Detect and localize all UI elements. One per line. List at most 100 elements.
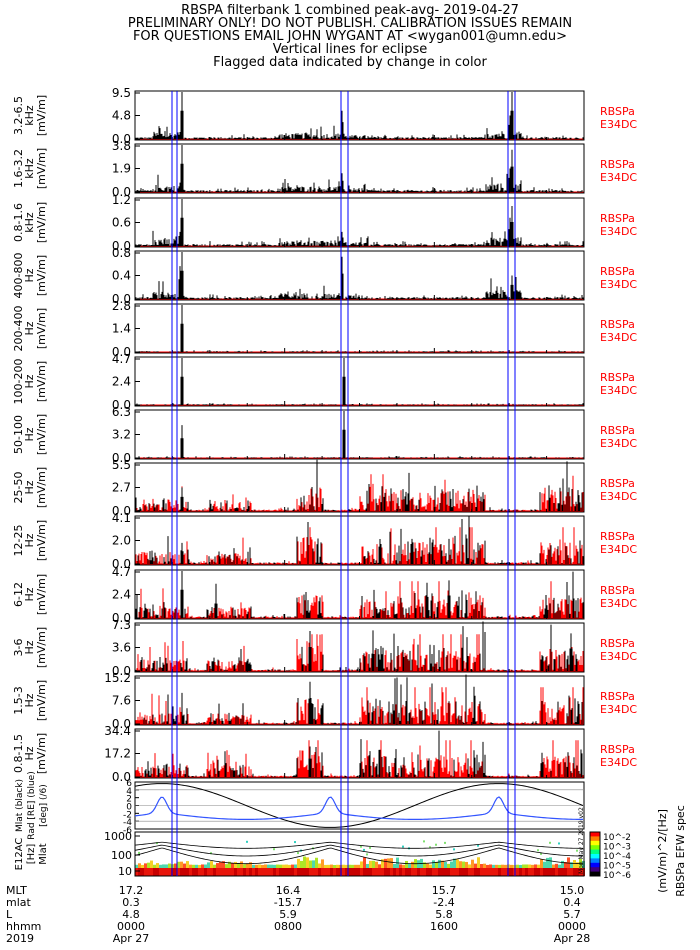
spec-cell — [186, 868, 189, 876]
y-tick-label: 100 — [111, 849, 132, 862]
spec-cell — [489, 864, 492, 868]
spec-cell — [501, 868, 504, 876]
y-axis-label: [mV/m] — [35, 467, 48, 508]
spec-cell — [285, 868, 288, 876]
spec-dot — [210, 852, 212, 855]
spec-cell — [519, 868, 522, 876]
footer-mlat: 0.4 — [563, 896, 581, 909]
y-axis-label: Mlat (black) — [15, 779, 25, 832]
spec-cell — [357, 864, 360, 868]
spec-cell — [318, 863, 321, 868]
spec-cell — [372, 868, 375, 876]
spec-cell — [477, 868, 480, 876]
spec-cell — [357, 868, 360, 876]
spec-cell — [315, 857, 318, 868]
spec-cell — [267, 868, 270, 876]
spec-cell — [294, 868, 297, 876]
spec-cell — [156, 863, 159, 868]
spectrogram-panel — [134, 831, 601, 877]
y-axis-label: [mV/m] — [35, 733, 48, 774]
spec-cell — [396, 868, 399, 876]
spec-cell — [468, 868, 471, 876]
y-tick-label: 0.0 — [112, 504, 131, 518]
spec-cell — [546, 868, 549, 876]
channel-label: E34DC — [600, 543, 637, 556]
y-tick-label: 4.1 — [112, 511, 131, 525]
spec-dot — [429, 846, 431, 849]
spec-cell — [138, 868, 141, 876]
spec-dot — [294, 841, 296, 844]
spec-cell — [492, 868, 495, 876]
spec-cell — [363, 857, 366, 868]
chart-panel-9 — [134, 569, 585, 620]
spec-cell — [435, 861, 438, 868]
panel-bars — [135, 459, 583, 511]
y-tick-label: 0.0 — [112, 557, 131, 571]
spec-cell — [243, 868, 246, 876]
spec-cell — [345, 868, 348, 876]
spec-cell — [180, 868, 183, 876]
spec-cell — [561, 860, 564, 868]
y-tick-label: 1.9 — [112, 162, 131, 176]
spec-cell — [372, 860, 375, 868]
spec-cell — [312, 868, 315, 876]
spec-cell — [264, 868, 267, 876]
spec-cell — [225, 864, 228, 868]
y-axis-label: [mV/m] — [35, 361, 48, 402]
footer-label-year: 2019 — [6, 932, 34, 945]
colorbar-cell — [590, 849, 600, 855]
panel-bars — [135, 621, 578, 671]
spec-cell — [204, 868, 207, 876]
spec-cell — [366, 863, 369, 868]
colorbar-cell — [590, 832, 600, 837]
instrument-label: RBSPa — [600, 424, 635, 437]
spec-dot — [402, 845, 404, 848]
footer-l: 5.9 — [279, 908, 297, 921]
flag-note: Flagged data indicated by change in colo… — [213, 55, 487, 70]
y-tick-label: 0.0 — [112, 664, 131, 678]
spec-dot — [540, 852, 542, 855]
spec-cell — [516, 864, 519, 868]
spec-cell — [300, 868, 303, 876]
spec-cell — [498, 868, 501, 876]
spec-cell — [294, 864, 297, 868]
spec-cell — [207, 868, 210, 876]
spec-cell — [309, 868, 312, 876]
spec-cell — [558, 868, 561, 876]
spec-cell — [531, 864, 534, 868]
chart-panel-3 — [134, 250, 585, 301]
spec-cell — [255, 868, 258, 876]
panel-bars — [135, 92, 584, 139]
spec-cell — [543, 861, 546, 868]
y-tick-label: 15.2 — [104, 671, 131, 685]
spec-cell — [354, 868, 357, 876]
chart-panel-12 — [134, 728, 585, 779]
panel-frame — [134, 515, 585, 566]
spec-cell — [144, 863, 147, 868]
y-axis-label: 1.6-3.2 — [12, 149, 25, 188]
spec-cell — [504, 868, 507, 876]
y-axis-label: Mlat — [38, 843, 49, 865]
spec-cell — [516, 868, 519, 876]
channel-label: E34DC — [600, 437, 637, 450]
spec-cell — [438, 859, 441, 868]
spec-cell — [429, 868, 432, 876]
spec-cell — [387, 868, 390, 876]
spec-cell — [426, 863, 429, 868]
spec-cell — [375, 861, 378, 868]
y-tick-label: 1000 — [104, 830, 132, 843]
spec-cell — [459, 861, 462, 868]
colorbar-cell — [590, 845, 600, 851]
spec-cell — [135, 868, 138, 876]
spec-cell — [342, 864, 345, 868]
y-tick-label: 1.2 — [112, 193, 131, 207]
panel-bars — [138, 411, 584, 458]
spec-cell — [510, 864, 513, 868]
y-axis-label: Hz — [23, 587, 36, 601]
spec-cell — [522, 864, 525, 868]
spec-cell — [264, 864, 267, 868]
chart-panel-6 — [134, 409, 585, 460]
spec-cell — [471, 859, 474, 868]
footer-hhmm: 0000 — [117, 920, 145, 933]
